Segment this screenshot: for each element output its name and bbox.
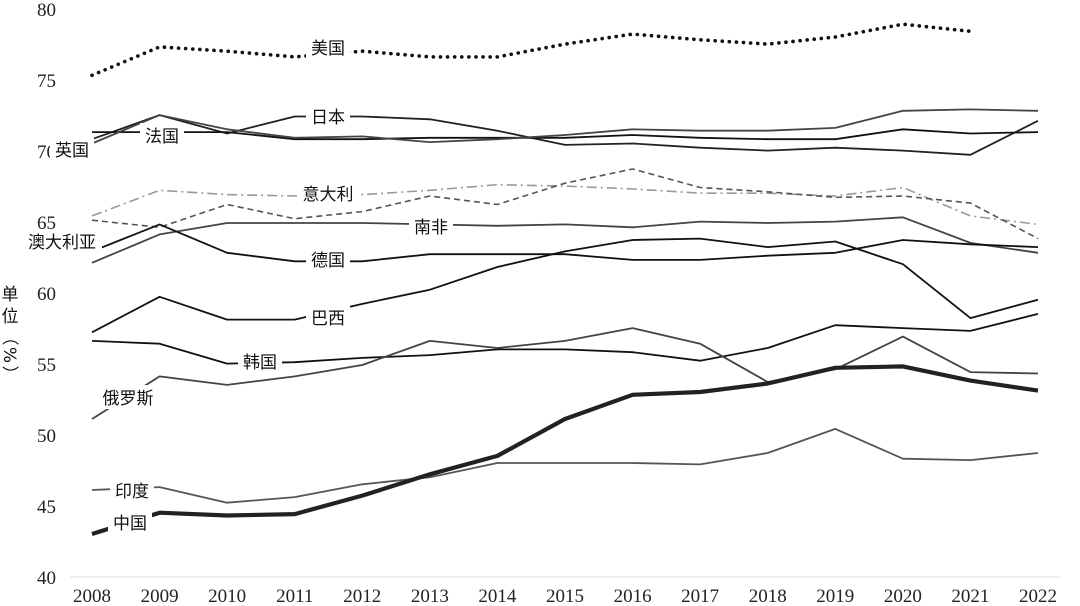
series-label-bg [297, 181, 359, 205]
series-label-bg [238, 349, 282, 373]
series-line [91, 237, 1039, 334]
series-line [91, 223, 1039, 263]
x-tick-label: 2022 [1019, 586, 1057, 606]
y-tick-label: 75 [37, 71, 56, 92]
series-label-bg [306, 35, 350, 59]
series-line [91, 364, 1039, 537]
series-label-bg [108, 510, 152, 534]
series-lines [90, 22, 1039, 537]
x-tick-label: 2019 [816, 586, 854, 606]
y-tick-label: 40 [37, 568, 56, 589]
x-tick-label: 2009 [141, 586, 179, 606]
y-tick-label: 45 [37, 497, 56, 518]
series-label: 韩国 [243, 353, 277, 373]
x-tick-label: 2012 [343, 586, 381, 606]
series-line [92, 128, 1039, 141]
y-tick-label: 55 [37, 355, 56, 376]
x-tick-label: 2010 [208, 586, 246, 606]
y-tick-label: 80 [37, 0, 56, 21]
series-label: 德国 [311, 251, 345, 271]
series-label-bg [97, 385, 159, 409]
series-label: 中国 [113, 514, 147, 534]
series-label: 俄罗斯 [103, 389, 154, 409]
x-tick-label: 2021 [951, 586, 989, 606]
series-line [91, 216, 1039, 264]
x-tick-label: 2016 [614, 586, 652, 606]
series-label: 南非 [414, 218, 448, 238]
y-axis-label-char: ） [0, 366, 19, 383]
y-axis-label-char: 位 [2, 307, 19, 327]
series-label-bg [306, 305, 350, 329]
x-tick-label: 2015 [546, 586, 584, 606]
series-line [91, 168, 1039, 240]
series-label: 意大利 [303, 185, 354, 205]
series-label: 美国 [311, 39, 345, 59]
x-tick-label: 2011 [276, 586, 313, 606]
x-tick-label: 2017 [681, 586, 719, 606]
series-label: 印度 [115, 482, 149, 502]
series-line [91, 428, 1039, 504]
y-tick-label: 65 [37, 213, 56, 234]
y-tick-label: 50 [37, 426, 56, 447]
y-axis-label-char: （ [0, 329, 19, 346]
series-label: 日本 [311, 108, 345, 128]
x-tick-label: 2013 [411, 586, 449, 606]
series-label: 澳大利亚 [28, 233, 96, 253]
series-label-bg [306, 247, 350, 271]
x-tick-label: 2008 [73, 586, 111, 606]
x-tick-label: 2018 [749, 586, 787, 606]
series-line [91, 327, 1039, 420]
series-line [91, 108, 1039, 145]
y-axis-label-char: % [0, 347, 19, 363]
y-axis-label: 单位 （% ） [0, 285, 19, 383]
y-axis-label-char: 单 [2, 285, 19, 305]
series-label-bg [306, 104, 350, 128]
x-tick-label: 2020 [884, 586, 922, 606]
series-label-bg [110, 478, 154, 502]
series-line [91, 313, 1039, 365]
series-line [90, 22, 973, 78]
series-label: 巴西 [311, 309, 345, 329]
series-label: 英国 [55, 141, 89, 161]
series-line [91, 183, 1039, 226]
series-line [91, 114, 1039, 156]
series-label: 法国 [145, 127, 179, 147]
series-label-bg [409, 214, 453, 238]
series-label-bg [22, 229, 102, 253]
series-label-bg [140, 123, 184, 147]
series-label-bg [50, 137, 94, 161]
y-tick-label: 60 [37, 284, 56, 305]
x-tick-labels: 2008 2009 2010 2011 2012 2013 2014 2015 2016 2017… [73, 586, 1057, 606]
x-tick-label: 2014 [478, 586, 517, 606]
